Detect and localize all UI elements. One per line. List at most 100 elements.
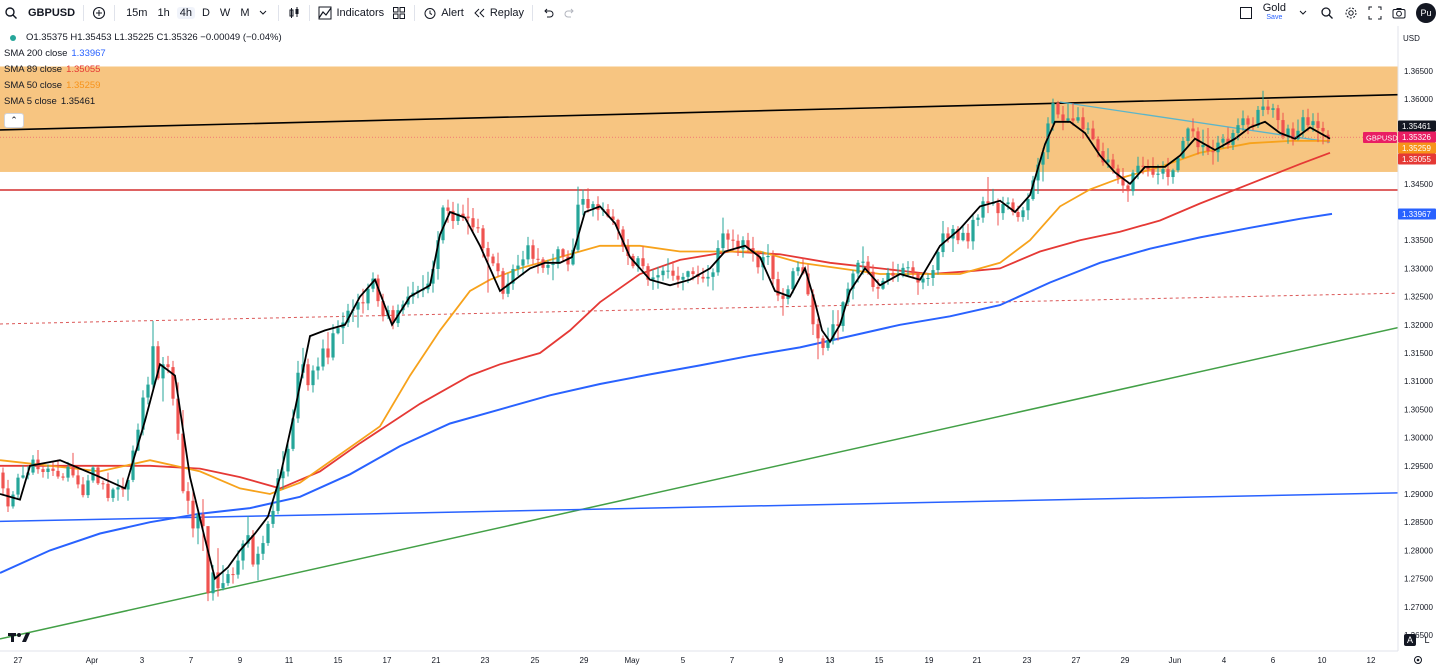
indicators-button[interactable]: Indicators [314,0,388,26]
candle-body [791,271,795,290]
candle [661,266,665,281]
interval-1h[interactable]: 1h [157,7,170,19]
candle [276,469,280,515]
alert-button[interactable]: Alert [419,0,468,26]
candle-body [586,199,590,209]
interval-d[interactable]: D [201,7,210,19]
candle [556,246,560,269]
candle-body [106,483,110,498]
time-tick-label: 29 [1121,656,1130,665]
templates-button[interactable] [388,0,410,26]
resistance-line [0,93,1399,131]
candle-body [1286,128,1290,137]
price-tick-label: 1.34500 [1404,180,1433,189]
indicators-label: Indicators [336,7,385,19]
candle-body [756,252,760,268]
tradingview-logo[interactable] [8,630,30,646]
symbol-name: GBPUSD [28,7,76,19]
candle-body [11,494,15,507]
candle-body [1266,106,1270,110]
auto-scale-button[interactable]: A [1404,634,1416,646]
time-tick-label: 29 [580,656,589,665]
candle [851,270,855,300]
candle-body [1241,118,1245,126]
chevron-down-icon[interactable] [256,6,270,20]
time-settings-button[interactable] [1412,655,1424,667]
legend-collapse-button[interactable]: ⌃ [4,113,24,128]
avatar[interactable]: Pu [1416,3,1436,23]
layout-square-icon[interactable] [1239,6,1253,20]
quick-search-icon[interactable] [1320,6,1334,20]
candle-body [176,398,180,434]
save-label[interactable]: Save [1266,14,1283,21]
camera-icon[interactable] [1392,6,1406,20]
layout-name-button[interactable]: Gold Save [1263,3,1286,23]
candle [331,324,335,361]
replay-button[interactable]: Replay [468,0,528,26]
gear-icon[interactable] [1344,6,1358,20]
candle-body [516,265,520,269]
price-scale[interactable]: USD 1.365001.360001.355001.350001.345001… [1397,26,1440,651]
price-tag-label: 1.35259 [1402,144,1431,153]
chart-type-button[interactable] [283,0,305,26]
sma89-row[interactable]: SMA 89 close 1.35055 [4,62,282,78]
candle [206,526,210,602]
sma50-row[interactable]: SMA 50 close 1.35259 [4,78,282,94]
time-axis[interactable]: 27 Apr 3 7 9 11 15 17 21 23 25 29 May 5 7 9 13 15 19 21 23 27… [0,650,1398,669]
candle [776,271,780,302]
symbol-search[interactable]: GBPUSD [0,0,79,26]
fullscreen-icon[interactable] [1368,6,1382,20]
candle-body [231,574,235,576]
interval-15m[interactable]: 15m [126,7,148,19]
candle-body [1161,169,1165,174]
time-tick-label: 13 [826,656,835,665]
price-tick-label: 1.33500 [1404,236,1433,245]
candle-body [546,265,550,268]
candle-body [966,232,970,242]
redo-button[interactable] [559,0,581,26]
candle-body [521,259,525,266]
price-tick-label: 1.33000 [1404,264,1433,273]
candle-body [906,267,910,269]
candle-body [1186,128,1190,141]
interval-m[interactable]: M [240,7,250,19]
market-status-dot [10,35,16,41]
candle [1321,121,1325,145]
candle-body [211,572,215,594]
candle-body [821,338,825,348]
interval-w[interactable]: W [219,7,231,19]
price-chart[interactable]: USD 1.365001.360001.355001.350001.345001… [0,26,1440,669]
compare-button[interactable] [88,0,110,26]
candle-body [1276,108,1280,121]
candle-body [346,310,350,323]
candle [986,177,990,214]
candle [916,272,920,295]
candle-body [1246,118,1250,125]
time-tick-label: May [624,656,639,665]
undo-button[interactable] [537,0,559,26]
log-scale-button[interactable]: L [1424,635,1430,645]
candle [1131,169,1135,196]
candle-body [221,583,225,589]
candle-body [266,523,270,544]
candle [976,214,980,227]
candle [666,258,670,279]
candle-body [901,267,905,275]
interval-4h[interactable]: 4h [176,7,195,19]
candle-body [361,302,365,304]
candle [466,197,470,235]
price-tag-bg [1398,208,1436,220]
sma200-row[interactable]: SMA 200 close 1.33967 [4,46,282,62]
sma5-row[interactable]: SMA 5 close 1.35461 [4,94,282,110]
time-tick-label: 7 [189,656,194,665]
candle [116,479,120,501]
candle [111,487,115,502]
undo-icon [544,8,554,18]
candle-body [1021,210,1025,218]
candle-body [156,346,160,379]
candle-body [291,418,295,449]
candle [1191,118,1195,138]
candle [526,236,530,265]
chevron-down-icon[interactable] [1296,6,1310,20]
candle-body [881,280,885,289]
